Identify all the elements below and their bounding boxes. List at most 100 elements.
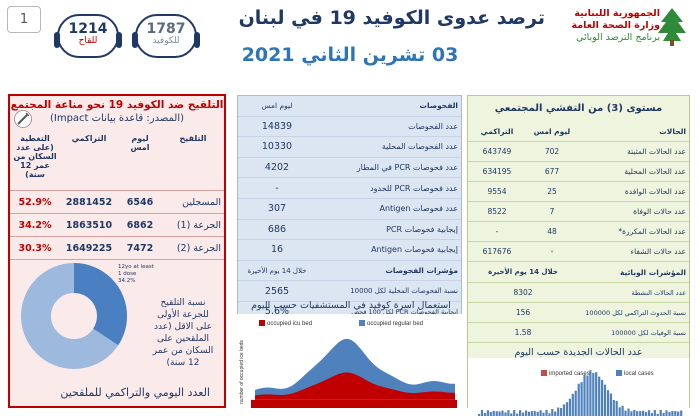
column-header: خلال 14 يوم الأخيرة: [238, 260, 316, 282]
table-row: 4202 عدد فحوصات PCR في المطار: [238, 157, 461, 179]
donut-caption: نسبة التلقيح للجرعة الأولى على الاقل (عد…: [152, 298, 214, 368]
cases-bar: [639, 411, 642, 416]
cases-bar: [589, 370, 592, 416]
cases-bar: [565, 402, 569, 416]
cases-bar: [571, 393, 574, 416]
cases-chart: imported cases local cases: [468, 358, 689, 416]
table-cell: 7472: [118, 236, 162, 260]
headset-right-icon: [116, 32, 122, 48]
row-label: عدد الفحوصات: [316, 116, 461, 138]
cases-bar: [501, 410, 504, 416]
table-cell: 52.9%: [10, 190, 60, 214]
cases-bar: [624, 410, 627, 416]
table-row: 14839 عدد الفحوصات: [238, 116, 461, 138]
row-label: المسجلين: [162, 190, 224, 214]
cases-bar: [507, 410, 510, 416]
table-cell: -: [238, 177, 316, 199]
community-panel-title: مستوى (3) من التفشي المجتمعي: [494, 103, 663, 114]
cases-bar: [653, 410, 656, 416]
community-panel: مستوى (3) من التفشي المجتمعي التراكمي لي…: [467, 95, 690, 416]
cases-bar: [633, 410, 636, 416]
table-cell: 7: [526, 201, 578, 222]
cases-bar: [524, 410, 528, 416]
cases-bar: [521, 412, 525, 416]
donut-covered: [21, 263, 127, 369]
table-row: 2565 نسبة الفحوصات المحلية لكل 10000: [238, 280, 461, 302]
cases-bar: [598, 376, 601, 416]
column-header: ليوم امس: [526, 121, 578, 142]
page-title: ترصد عدوى الكوفيد 19 في لبنان: [238, 7, 545, 29]
vaccination-title: التلقيح ضد الكوفيد 19 نحو مناعة المجتمع: [10, 99, 224, 111]
table-cell: 10330: [238, 136, 316, 158]
cases-bar: [533, 410, 536, 416]
column-header: التلقيح: [162, 130, 224, 191]
row-label: إيجابية فحوصات Antigen: [316, 239, 461, 261]
table-header-row: التغطية (على عدد السكان من عمر 12 سنة) ا…: [10, 130, 224, 191]
hotline-covid-number: 1787: [146, 21, 186, 37]
cases-bar: [680, 410, 683, 416]
cases-chart-title: عدد الحالات الجديدة حسب اليوم: [514, 347, 643, 358]
row-label: عدد فحوصات PCR للحدود: [316, 177, 461, 199]
cases-bar: [483, 413, 487, 416]
cases-bar: [498, 411, 501, 416]
vaccination-source: (المصدر: قاعدة بيانات Impact): [49, 113, 185, 124]
legend-swatch-icu: [259, 320, 265, 326]
table-header-row: خلال 14 يوم الأخيرة المؤشرات الوبائية: [468, 262, 689, 283]
row-label: عدد حالات الوفاة: [578, 201, 689, 222]
table-cell: 643749: [468, 141, 526, 162]
cases-bar: [519, 410, 522, 416]
cases-bar: [674, 411, 677, 416]
legend-swatch-imported: [541, 370, 547, 376]
syringe-icon: [14, 110, 32, 128]
table-cell: 9554: [468, 181, 526, 202]
donut-label: 12yo at least 1 dose 34.2%: [118, 264, 154, 284]
legend-imported: imported cases: [549, 371, 590, 377]
cases-bar: [560, 408, 563, 416]
row-label: عدد الحالات المكررة*: [578, 221, 689, 242]
cases-bar: [642, 410, 645, 416]
table-row: 1.58 نسبة الوفيات لكل 100000: [468, 322, 689, 343]
cases-bar: [495, 411, 498, 416]
table-cell: 307: [238, 198, 316, 220]
column-header: المؤشرات الوبائية: [578, 262, 689, 283]
row-label: عدد فحوصات Antigen: [316, 198, 461, 220]
dose-coverage-donut: [21, 263, 127, 369]
table-cell: 48: [526, 221, 578, 242]
community-indicators-table: خلال 14 يوم الأخيرة المؤشرات الوبائية 83…: [468, 262, 689, 343]
cases-bar: [636, 411, 639, 416]
table-row: - عدد فحوصات PCR للحدود: [238, 177, 461, 199]
table-cell: 2881452: [60, 190, 118, 214]
cases-bar: [577, 383, 580, 416]
vaccination-panel: التلقيح ضد الكوفيد 19 نحو مناعة المجتمع …: [8, 94, 226, 408]
ministry-line-2: وزارة الصحة العامة: [571, 20, 660, 31]
table-cell: 6546: [118, 190, 162, 214]
column-header: الحالات: [578, 121, 689, 142]
table-cell: 156: [468, 302, 578, 323]
cases-bar: [665, 410, 668, 416]
cases-bar: [542, 412, 545, 416]
community-table: التراكمي ليوم امس الحالات 643749 702 عدد ا…: [468, 121, 689, 262]
row-label: عدد حالات الشفاء: [578, 241, 689, 262]
table-header-row: ليوم امس الفحوصات: [238, 96, 461, 117]
cases-bar: [513, 410, 516, 416]
report-date: 03 تشرين الثاني 2021: [241, 44, 459, 66]
row-label: عدد الفحوصات المحلية: [316, 136, 461, 158]
cases-bar: [627, 408, 630, 416]
cases-bar: [630, 411, 633, 416]
cases-bar: [609, 393, 612, 416]
column-header: ليوم امس: [118, 130, 162, 191]
hotline-vaccine-label: للقاح: [78, 36, 98, 46]
cases-bar: [644, 412, 648, 416]
table-row: 686 إيجابية فحوصات PCR: [238, 219, 461, 241]
column-header: خلال 14 يوم الأخيرة: [468, 262, 578, 283]
table-row: 30.3% 1649225 7472 الجرعة (2): [10, 236, 224, 260]
table-cell: 6862: [118, 213, 162, 237]
table-cell: 677: [526, 161, 578, 182]
table-cell: 8302: [468, 282, 578, 303]
headset-right-icon: [194, 32, 200, 48]
table-header-row: التراكمي ليوم امس الحالات: [468, 121, 689, 142]
table-cell: 1863510: [60, 213, 118, 237]
tests-panel: ليوم امس الفحوصات 14839 عدد الفحوصات 1033…: [237, 95, 462, 325]
row-label: الجرعة (1): [162, 213, 224, 237]
ministry-logo-text: الجمهورية اللبنانية وزارة الصحة العامة ب…: [555, 8, 660, 44]
